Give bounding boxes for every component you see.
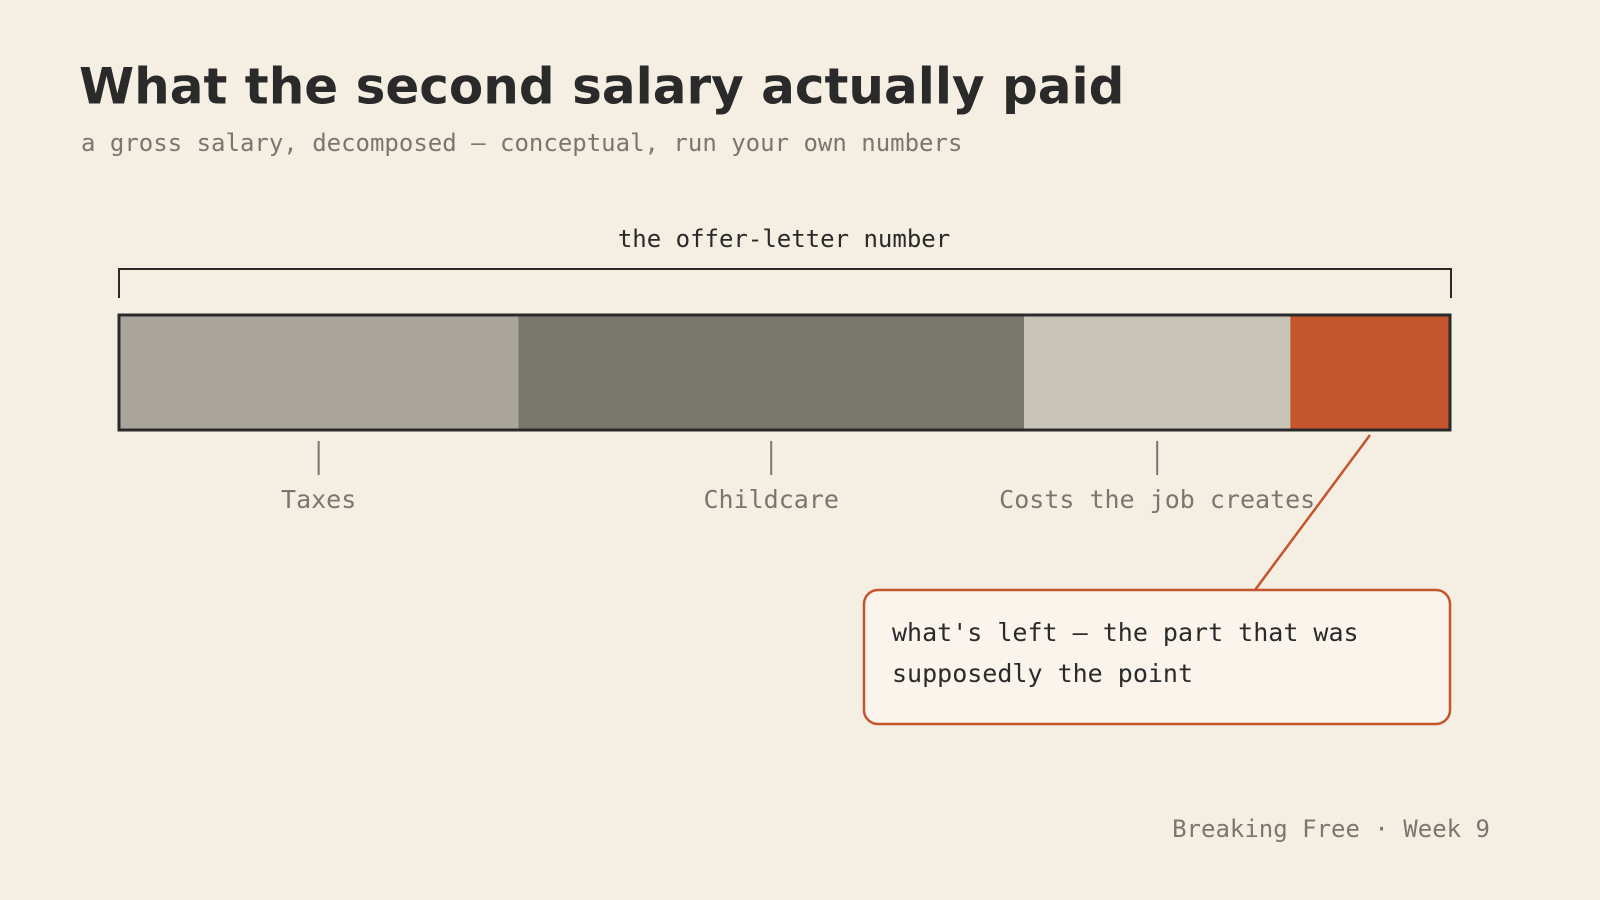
bar-segment [1290,315,1450,430]
subtitle: a gross salary, decomposed — conceptual,… [81,129,962,157]
leader-line [1253,434,1372,591]
bar-group [119,315,1450,430]
footer: Breaking Free · Week 9 [1172,815,1490,843]
segment-label: Childcare [703,485,838,514]
total-label: the offer-letter number [618,225,950,253]
bracket [118,268,1452,298]
annotation: what's left — the part that was supposed… [892,618,1359,688]
bar-outline [117,313,1452,432]
chart-title: What the second salary actually paid [79,58,1124,116]
bar-segment [518,315,1025,430]
annotation-box [862,588,1452,726]
bar-segment [1024,315,1291,430]
segment-label: Taxes [281,485,356,514]
segment-label: Costs the job creates [999,485,1315,514]
bar-segment [119,315,519,430]
